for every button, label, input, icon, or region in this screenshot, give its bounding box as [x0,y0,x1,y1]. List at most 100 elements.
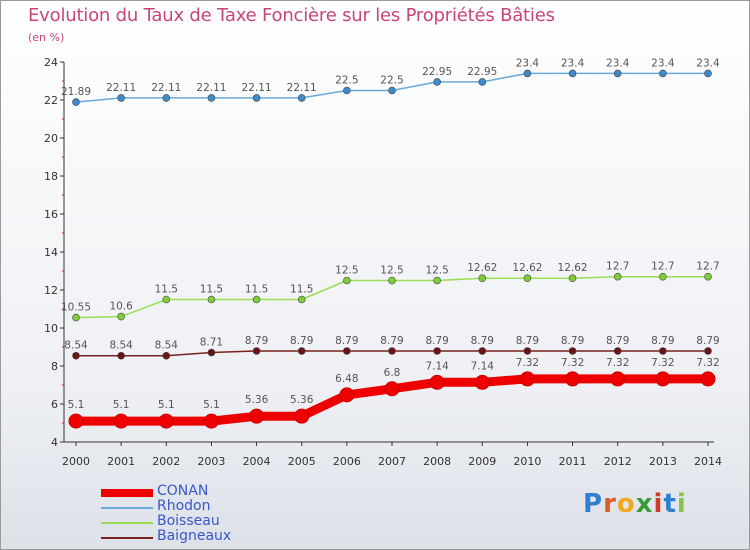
legend-label: Boisseau [157,513,220,529]
legend-label: Baigneaux [157,528,232,544]
data-point [384,381,400,397]
data-point [478,274,487,283]
data-label: 8.79 [335,335,358,347]
data-label: 22.11 [287,82,317,94]
data-label: 8.79 [606,335,629,347]
data-point [565,371,581,387]
data-labels-layer: 21.89 22.11 22.11 22.11 22.11 22.11 22.5 22.5 22… [61,57,720,411]
x-tick-label: 2014 [694,455,722,468]
data-label: 7.32 [651,357,674,369]
legend-swatch [101,489,153,497]
y-tick-label: 10 [44,322,58,335]
data-point [72,351,80,360]
data-point [659,347,667,355]
data-point [659,69,667,78]
data-point [659,272,667,281]
data-point [207,295,216,304]
proxiti-logo: Proxiti [583,489,687,519]
logo-letter: P [583,489,604,519]
logo-letter: o [616,489,636,519]
data-label: 6.8 [384,367,401,379]
data-label: 12.5 [380,265,403,277]
data-point [474,374,490,390]
data-label: 12.7 [651,261,674,273]
data-label: 11.5 [200,284,223,296]
x-tick-label: 2008 [423,455,451,468]
data-label: 12.7 [696,261,719,273]
data-point [523,274,532,283]
data-point [252,295,261,304]
data-point [568,347,577,355]
x-tick-label: 2012 [604,455,632,468]
data-label: 8.79 [516,335,539,347]
data-point [252,94,261,102]
logo-letter: i [676,489,687,519]
data-label: 23.4 [561,57,585,69]
data-label: 5.1 [203,399,220,411]
data-label: 21.89 [61,86,91,98]
x-tick-label: 2001 [107,455,135,468]
data-point [613,69,622,78]
data-label: 8.79 [380,335,403,347]
chart-axes: 4 6 8 10 12 14 16 18 20 22 24 2000 2001 2002 2003 2004 2… [44,56,722,468]
data-point [519,371,535,387]
data-label: 8.71 [200,337,223,349]
series-layer [68,69,716,429]
data-label: 8.54 [155,340,179,352]
data-label: 8.54 [64,340,88,352]
y-tick-label: 18 [44,170,58,183]
legend-swatch [101,507,153,509]
data-point [207,94,216,102]
data-point [568,69,577,78]
unit-label: (en %) [28,31,65,44]
data-point [339,387,355,403]
data-point [249,408,265,424]
logo-letter: x [635,489,654,519]
data-label: 5.1 [158,399,175,411]
data-point [523,347,532,355]
data-label: 7.14 [425,360,449,372]
data-label: 8.54 [109,340,133,352]
data-label: 6.48 [335,373,358,385]
data-label: 22.95 [422,66,452,78]
data-label: 12.5 [425,265,448,277]
data-label: 22.11 [196,82,226,94]
data-label: 12.7 [606,261,629,273]
data-label: 7.14 [471,360,495,372]
data-label: 7.32 [516,357,539,369]
data-point [704,272,712,281]
x-tick-label: 2004 [243,455,271,468]
data-label: 8.79 [651,335,674,347]
data-point [343,276,351,285]
data-point [388,347,396,355]
logo-letter: i [653,489,664,519]
y-tick-label: 22 [44,94,58,107]
data-point [429,374,445,390]
data-label: 5.1 [113,399,130,411]
x-tick-label: 2007 [378,455,406,468]
x-tick-label: 2005 [288,455,316,468]
x-tick-label: 2010 [513,455,541,468]
data-label: 22.5 [380,75,403,87]
data-point [610,371,626,387]
data-label: 11.5 [245,284,268,296]
data-label: 8.79 [425,335,448,347]
y-tick-label: 16 [44,208,58,221]
data-point [203,413,219,429]
x-tick-label: 2000 [62,455,90,468]
legend-swatch [101,522,153,524]
data-label: 5.36 [245,394,269,406]
y-tick-label: 24 [44,56,58,69]
data-point [117,94,125,102]
data-label: 22.5 [335,75,358,87]
data-label: 5.36 [290,394,314,406]
data-label: 23.4 [696,57,720,69]
x-tick-label: 2009 [468,455,496,468]
logo-letter: r [603,489,617,519]
data-label: 8.79 [290,335,313,347]
data-point [388,276,396,285]
data-point [613,272,622,281]
data-point [523,69,532,78]
data-label: 8.79 [561,335,584,347]
